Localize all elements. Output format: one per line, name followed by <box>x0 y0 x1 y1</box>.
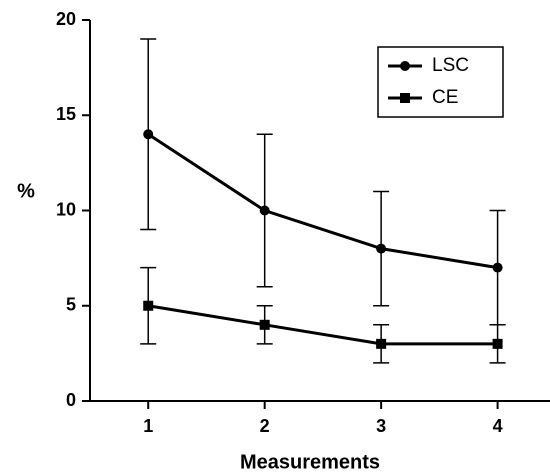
y-tick-label: 20 <box>56 9 76 29</box>
legend-box <box>377 46 504 118</box>
series-line <box>147 133 498 270</box>
data-point <box>492 262 503 273</box>
data-point <box>376 243 387 254</box>
y-tick-label: 15 <box>56 104 76 124</box>
data-point <box>259 319 270 330</box>
legend-label: CE <box>432 87 458 108</box>
x-axis-title: Measurements <box>240 451 380 473</box>
data-point <box>143 129 154 140</box>
y-axis-title: % <box>17 180 35 202</box>
legend-marker <box>400 61 410 71</box>
x-tick-label: 2 <box>260 416 270 436</box>
legend-label: LSC <box>432 55 469 76</box>
series-line <box>147 304 498 346</box>
x-tick-label: 1 <box>143 416 153 436</box>
y-tick-label: 0 <box>66 390 76 410</box>
data-point <box>376 338 387 349</box>
data-point <box>143 300 154 311</box>
y-tick-label: 5 <box>66 295 76 315</box>
data-point <box>259 205 270 216</box>
data-point <box>492 338 503 349</box>
y-tick-label: 10 <box>56 199 76 219</box>
x-tick-label: 4 <box>493 416 503 436</box>
legend-marker <box>400 93 410 103</box>
x-tick-label: 3 <box>376 416 386 436</box>
